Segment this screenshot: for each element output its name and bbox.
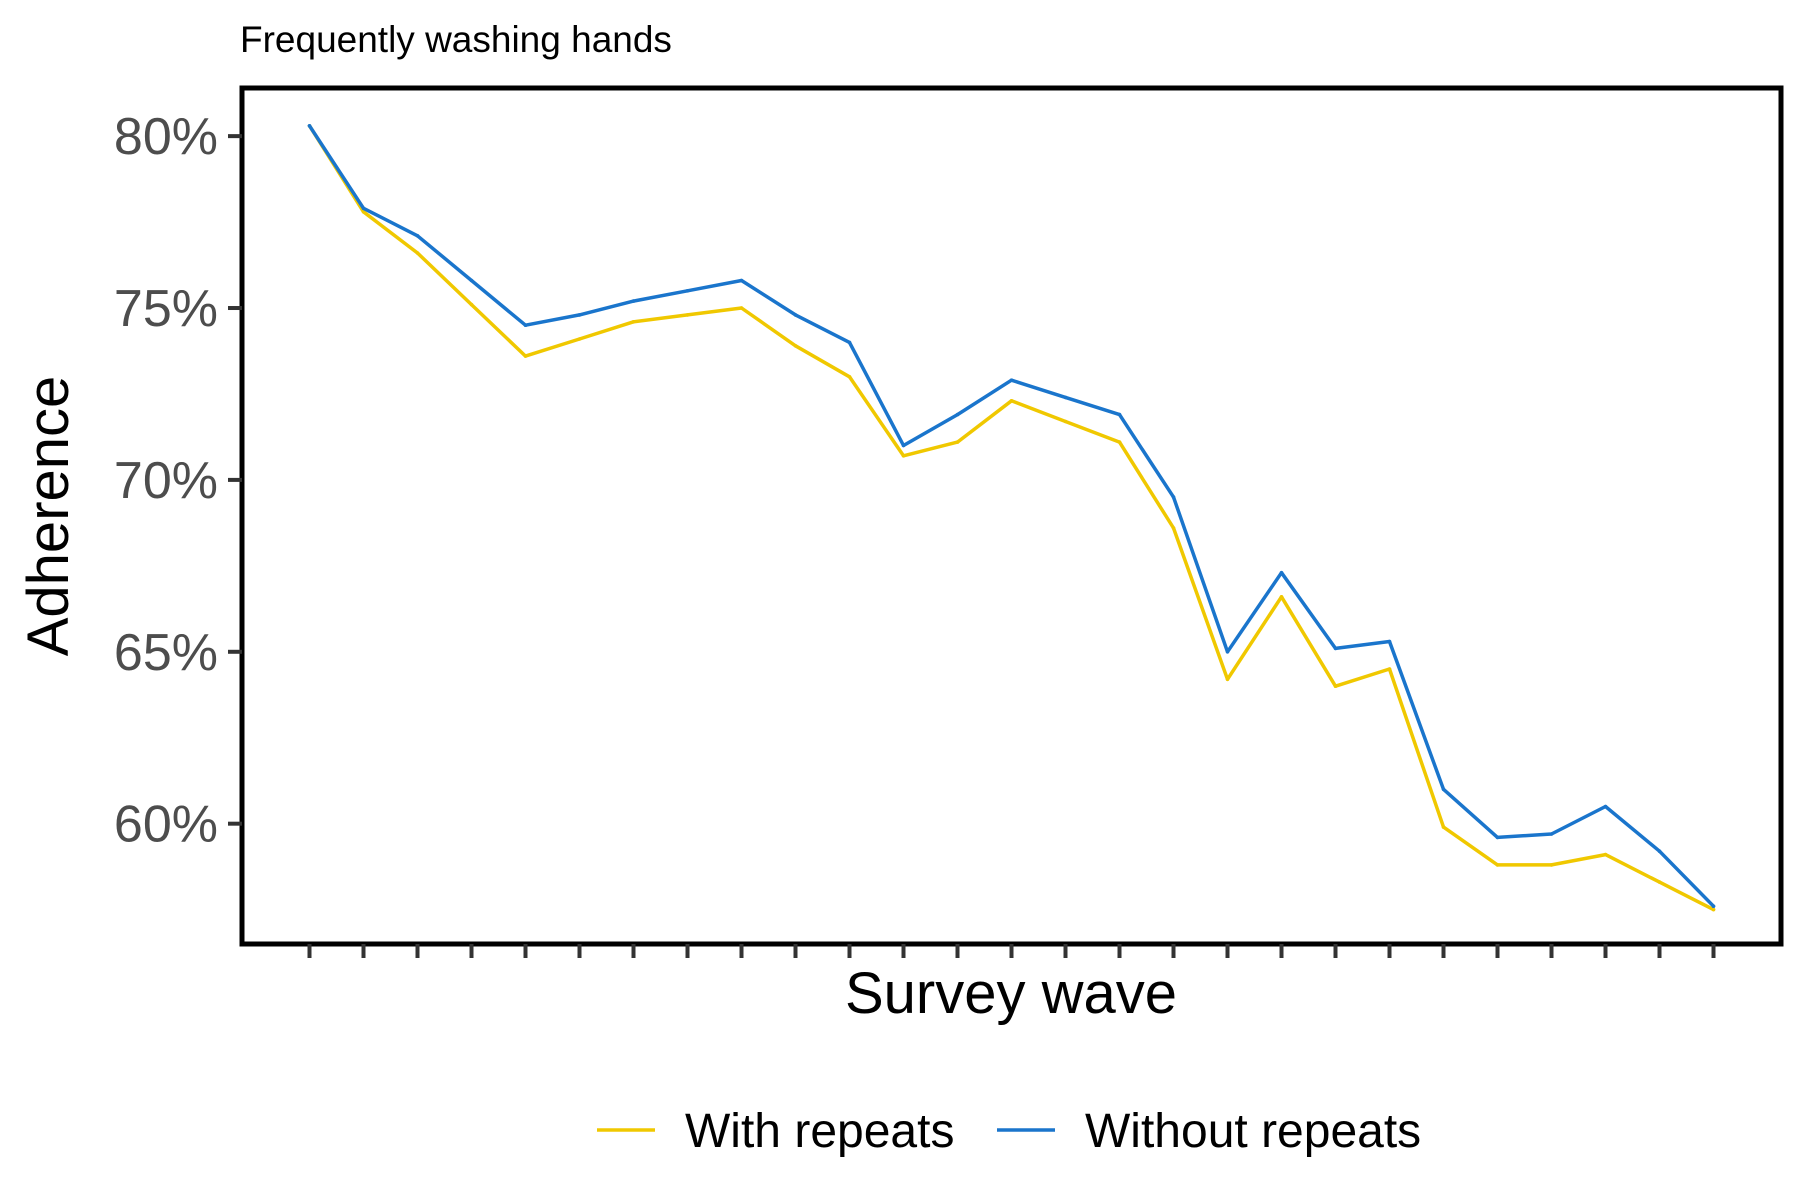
data-point [848, 375, 852, 379]
data-point [1280, 571, 1284, 575]
data-point [794, 344, 798, 348]
data-point [362, 207, 366, 211]
legend-label-without-repeats: Without repeats [1085, 1105, 1421, 1158]
y-tick-label: 60% [114, 796, 218, 854]
data-point [1550, 863, 1554, 867]
data-point [1712, 908, 1716, 912]
data-point [416, 234, 420, 238]
data-point [632, 320, 636, 324]
legend-label-with-repeats: With repeats [685, 1105, 954, 1158]
data-point [524, 354, 528, 358]
data-point [1172, 495, 1176, 499]
data-point [1388, 640, 1392, 644]
series-line-without-repeats [310, 126, 1714, 906]
data-point [1226, 650, 1230, 654]
data-point [902, 454, 906, 458]
y-tick-label: 75% [114, 280, 218, 338]
data-point [686, 289, 690, 293]
data-point [1010, 378, 1014, 382]
data-point [848, 341, 852, 345]
data-point [1334, 647, 1338, 651]
data-point [632, 299, 636, 303]
data-point [470, 303, 474, 307]
legend: With repeats Without repeats [597, 1105, 1421, 1158]
data-point [956, 440, 960, 444]
data-point [1712, 904, 1716, 908]
data-point [1010, 399, 1014, 403]
data-point [1280, 595, 1284, 599]
data-point [308, 124, 312, 128]
data-point [1118, 440, 1122, 444]
series-line-with-repeats [310, 126, 1714, 910]
data-point [1658, 880, 1662, 884]
data-point [1388, 667, 1392, 671]
data-point [1064, 396, 1068, 400]
data-point [794, 313, 798, 317]
data-point [1604, 805, 1608, 809]
data-point [1550, 832, 1554, 836]
data-point [686, 313, 690, 317]
data-point [1334, 684, 1338, 688]
series-layer [308, 124, 1716, 911]
plot-panel-border [242, 88, 1781, 944]
y-tick-label: 80% [114, 108, 218, 166]
y-tick-label: 65% [114, 624, 218, 682]
data-point [1658, 849, 1662, 853]
data-point [740, 306, 744, 310]
data-point [578, 313, 582, 317]
data-point [740, 279, 744, 283]
data-point [1118, 413, 1122, 417]
data-point [1064, 420, 1068, 424]
data-point [1604, 853, 1608, 857]
data-point [470, 279, 474, 283]
data-point [578, 337, 582, 341]
data-point [1496, 863, 1500, 867]
y-tick-label: 70% [114, 452, 218, 510]
y-axis-title: Adherence [16, 376, 81, 657]
data-point [1496, 836, 1500, 840]
data-point [1442, 788, 1446, 792]
data-point [1442, 825, 1446, 829]
chart-title: Frequently washing hands [240, 19, 672, 60]
data-point [416, 251, 420, 255]
data-point [956, 413, 960, 417]
data-point [902, 444, 906, 448]
data-point [1172, 526, 1176, 530]
data-point [524, 323, 528, 327]
data-point [1226, 678, 1230, 682]
y-axis: 60% 65% 70% 75% 80% [114, 108, 242, 854]
x-axis-title: Survey wave [845, 961, 1177, 1026]
